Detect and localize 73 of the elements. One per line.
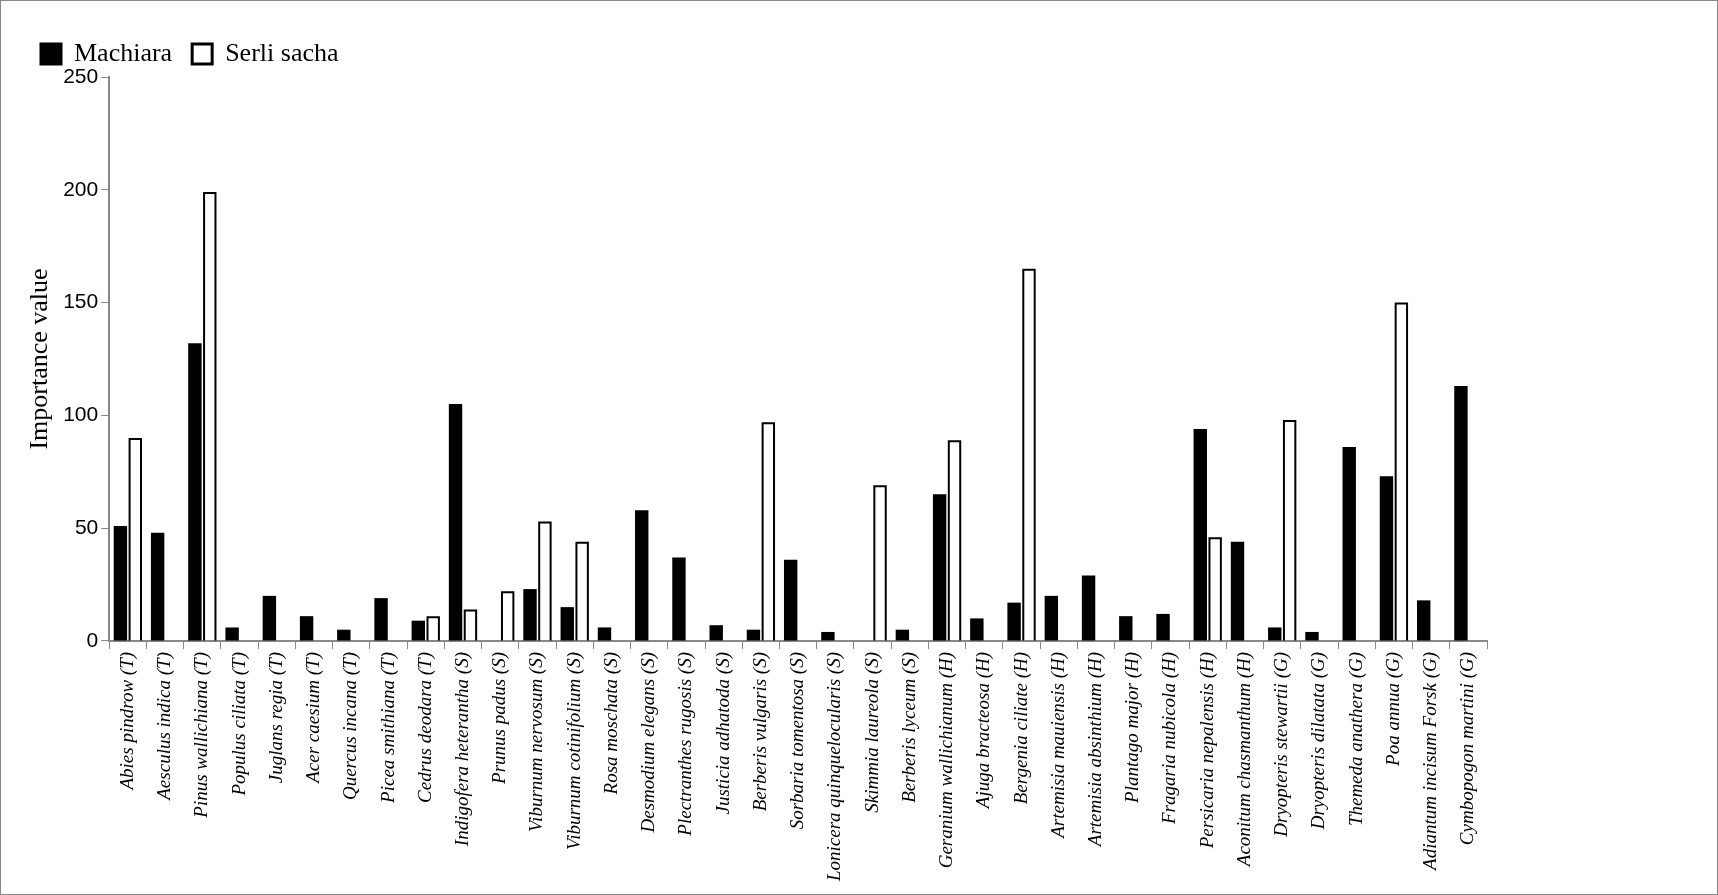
bar [150, 532, 165, 641]
bar [1454, 386, 1468, 641]
bar [932, 494, 947, 641]
x-tick-label: Berberis lyceum (S) [897, 651, 920, 803]
bar [821, 631, 835, 641]
x-tick-label: Fragaria nubicola (H) [1158, 651, 1181, 826]
x-tick-label: Themeda anathera (G) [1344, 651, 1367, 827]
x-tick-label: Populus ciliata (T) [227, 651, 250, 797]
x-tick-label: Geranium wallichianum (H) [935, 651, 958, 869]
bar [1268, 627, 1282, 641]
bar [1342, 446, 1356, 641]
x-tick-label: Berberis vulgaris (S) [748, 651, 771, 812]
x-tick-label: Lonicera quinquelocularis (S) [823, 651, 846, 882]
legend-label: Serli sacha [225, 37, 339, 67]
x-tick-label: Plantago major (H) [1121, 651, 1144, 804]
x-tick-label: Dryopteris stewartii (G) [1270, 651, 1293, 838]
bar [1305, 631, 1319, 641]
y-tick-label: 0 [86, 627, 99, 651]
x-tick-label: Pinus wallichiana (T) [190, 651, 213, 819]
bar [1230, 541, 1245, 641]
y-axis-title: Importance value [24, 268, 54, 450]
bar [262, 595, 277, 641]
x-tick-label: Prunus padus (S) [488, 651, 511, 785]
bar [113, 525, 128, 641]
bar [709, 625, 723, 641]
x-tick-label: Desmodium elegans (S) [637, 651, 660, 834]
x-tick-label: Aesculus indica (T) [153, 651, 176, 802]
x-tick-label: Ajuga bracteosa (H) [972, 651, 995, 811]
x-tick-label: Adiantum incisum Forsk (G) [1419, 651, 1442, 872]
x-tick-label: Aconitum chasmanthum (H) [1232, 651, 1255, 869]
bar [672, 557, 686, 641]
x-tick-label: Sorbaria tomentosa (S) [786, 651, 809, 830]
y-tick-label: 50 [74, 514, 99, 538]
x-tick-label: Cedrus deodara (T) [413, 651, 436, 803]
x-tick-label: Acer caesium (T) [302, 651, 325, 785]
bar [374, 598, 388, 641]
x-tick-label: Abies pindrow (T) [115, 651, 138, 792]
x-tick-label: Picea smithiana (T) [376, 651, 399, 804]
x-tick-label: Bergenia ciliate (H) [1009, 651, 1032, 805]
x-tick-label: Indigofera heterantha (S) [450, 651, 473, 848]
x-tick-label: Poa annua (G) [1381, 651, 1404, 767]
bar [225, 627, 239, 641]
x-tick-label: Skimmia laureola (S) [860, 651, 883, 813]
bar [635, 510, 649, 641]
x-tick-label: Viburnum cotinifolium (S) [562, 651, 585, 851]
x-tick-label: Dryopteris dilatata (G) [1307, 651, 1330, 831]
bar [299, 616, 314, 641]
bar [1379, 476, 1394, 641]
bar [337, 629, 351, 641]
x-tick-label: Persicaria nepalensis (H) [1195, 651, 1218, 850]
x-tick-label: Cymbopogon martini (G) [1456, 651, 1479, 846]
x-tick-label: Juglans regia (T) [264, 651, 287, 784]
bar [1156, 613, 1170, 641]
y-tick-label: 100 [63, 402, 99, 426]
x-tick-label: Justicia adhatoda (S) [711, 651, 734, 815]
bar [597, 627, 612, 641]
x-tick-label: Viburnum nervosum (S) [525, 651, 548, 833]
bar [895, 629, 910, 641]
x-tick-label: Artemisia absinthium (H) [1084, 651, 1107, 849]
x-tick-label: Rosa moschata (S) [599, 651, 622, 796]
bar [1081, 575, 1096, 641]
bar [1044, 595, 1059, 641]
x-tick-label: Quercus incana (T) [339, 651, 362, 801]
bar [970, 618, 984, 641]
x-tick-label: Plectranthes rugosis (S) [674, 651, 697, 837]
bar [1119, 616, 1133, 641]
bar [448, 404, 463, 641]
x-tick-label: Artemisia mauiensis (H) [1046, 651, 1069, 840]
y-tick-label: 150 [63, 289, 99, 313]
bar [746, 629, 761, 641]
y-tick-label: 200 [63, 176, 99, 200]
bar [783, 559, 798, 641]
bar [1417, 600, 1431, 641]
